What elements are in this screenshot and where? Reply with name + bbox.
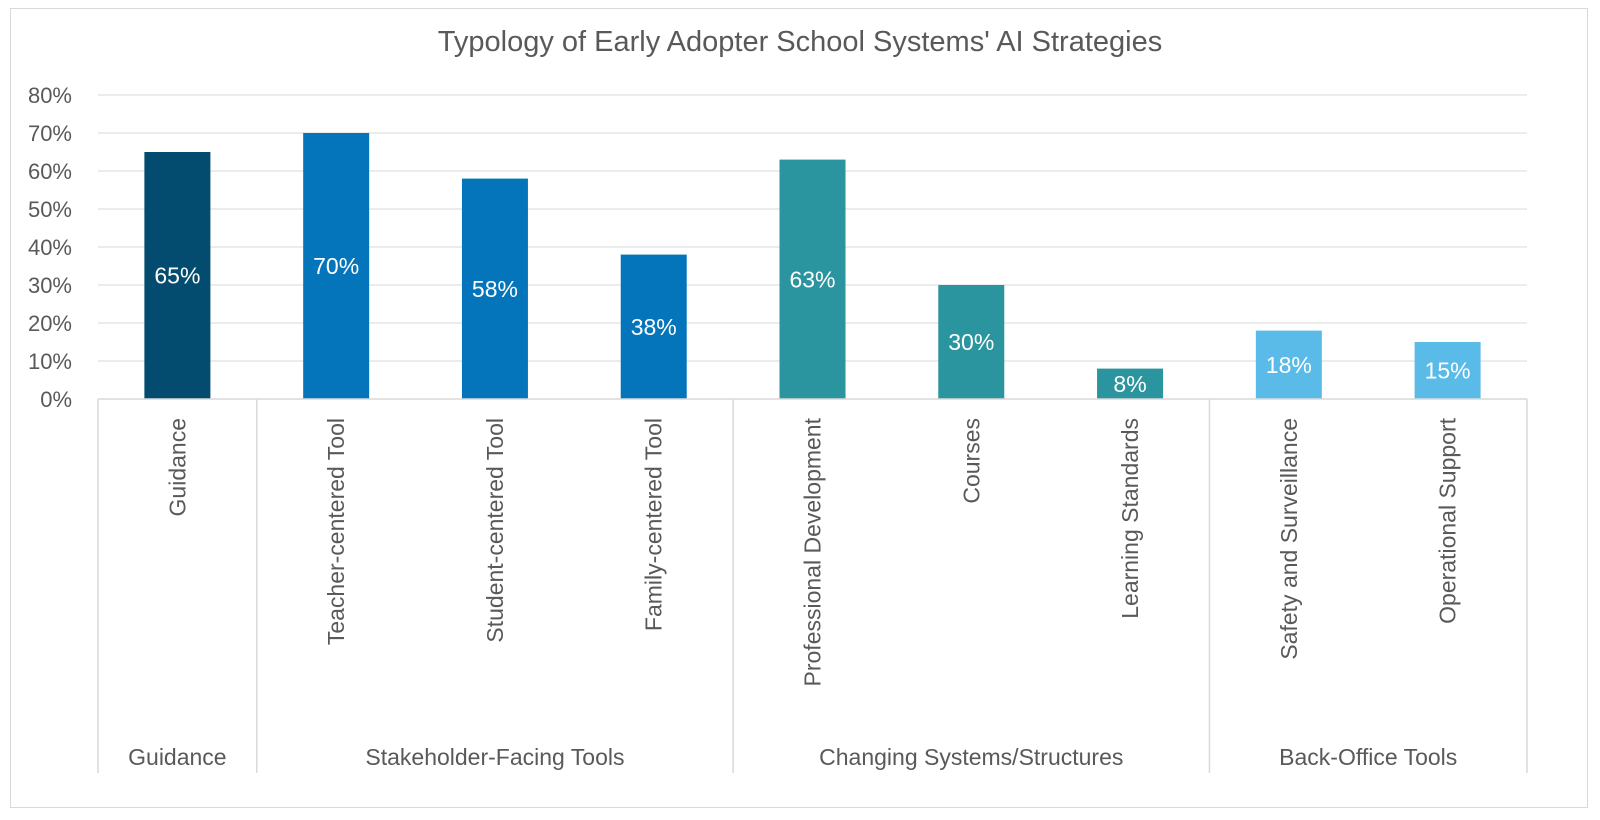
category-label: Operational Support — [1435, 417, 1461, 623]
category-label: Professional Development — [800, 417, 826, 686]
data-label: 18% — [1266, 352, 1312, 378]
group-label: Back-Office Tools — [1279, 744, 1457, 770]
bar — [303, 133, 370, 399]
data-label: 58% — [472, 276, 518, 302]
y-tick-label: 10% — [28, 349, 72, 374]
category-label: Guidance — [164, 418, 190, 516]
bar — [144, 152, 211, 399]
chart-title: Typology of Early Adopter School Systems… — [437, 26, 1163, 58]
y-tick-label: 0% — [40, 387, 72, 412]
chart-frame — [10, 8, 1588, 808]
y-tick-label: 60% — [28, 159, 72, 184]
group-label: Stakeholder-Facing Tools — [365, 744, 624, 770]
y-tick-label: 30% — [28, 273, 72, 298]
bar — [1097, 368, 1164, 399]
data-label: 15% — [1425, 358, 1471, 384]
data-label: 8% — [1113, 371, 1146, 397]
category-label: Learning Standards — [1117, 418, 1143, 619]
bar — [461, 178, 528, 399]
y-tick-label: 20% — [28, 311, 72, 336]
bar — [1255, 330, 1322, 399]
bar — [779, 159, 846, 399]
group-label: Changing Systems/Structures — [819, 744, 1123, 770]
data-label: 70% — [313, 253, 359, 279]
bar — [1414, 342, 1481, 399]
data-label: 38% — [631, 314, 677, 340]
category-label: Student-centered Tool — [482, 418, 508, 643]
data-label: 65% — [154, 263, 200, 289]
category-label: Courses — [958, 418, 984, 504]
data-label: 30% — [948, 329, 994, 355]
y-tick-label: 80% — [28, 83, 72, 108]
bar — [620, 254, 687, 399]
group-label: Guidance — [128, 744, 226, 770]
category-label: Family-centered Tool — [641, 418, 667, 631]
y-tick-label: 50% — [28, 197, 72, 222]
category-label: Teacher-centered Tool — [323, 418, 349, 645]
data-label: 63% — [789, 266, 835, 292]
bar — [938, 285, 1005, 399]
category-label: Safety and Surveillance — [1276, 418, 1302, 660]
y-tick-label: 70% — [28, 121, 72, 146]
y-tick-label: 40% — [28, 235, 72, 260]
